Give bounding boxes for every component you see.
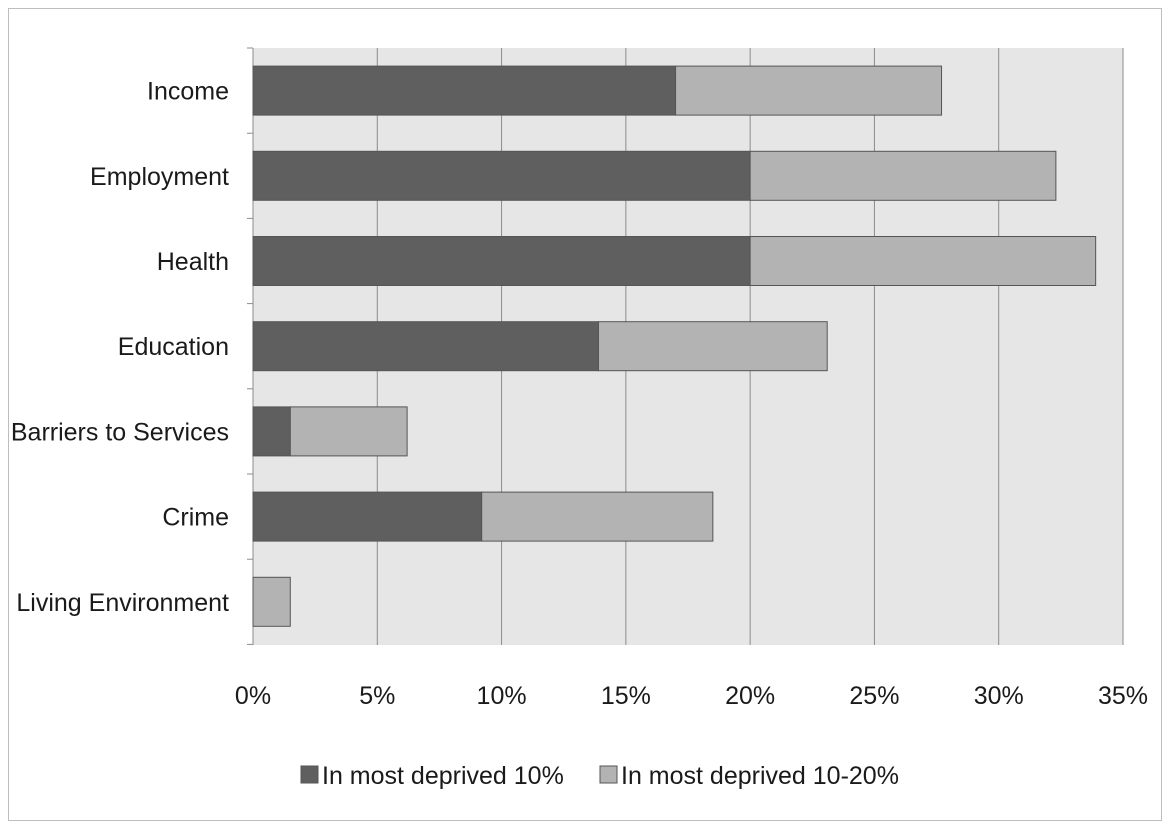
bar-segment-most-deprived-10-20 xyxy=(749,236,1097,286)
bar-segment-most-deprived-10-20 xyxy=(598,321,828,372)
category-label: Education xyxy=(118,333,229,361)
legend-label: In most deprived 10-20% xyxy=(621,762,899,790)
legend-label: In most deprived 10% xyxy=(322,762,564,790)
bar-segment-most-deprived-10 xyxy=(252,65,677,116)
x-tick-label: 0% xyxy=(235,682,271,710)
category-label: Employment xyxy=(90,163,229,191)
x-tick-label: 25% xyxy=(849,682,899,710)
category-label: Crime xyxy=(162,504,229,532)
x-tick-label: 35% xyxy=(1098,682,1148,710)
legend-swatch xyxy=(599,765,618,784)
bar-segment-most-deprived-10 xyxy=(252,321,600,372)
bar-segment-most-deprived-10 xyxy=(252,406,291,457)
x-tick-label: 5% xyxy=(359,682,395,710)
category-label: Living Environment xyxy=(16,589,229,617)
x-tick-label: 30% xyxy=(974,682,1024,710)
category-label: Barriers to Services xyxy=(11,418,229,446)
x-tick-label: 15% xyxy=(601,682,651,710)
bar-segment-most-deprived-10-20 xyxy=(675,65,943,116)
bar-segment-most-deprived-10 xyxy=(252,236,751,286)
bar-segment-most-deprived-10-20 xyxy=(749,150,1057,201)
legend-swatch xyxy=(300,765,319,784)
category-label: Health xyxy=(157,248,229,276)
category-label: Income xyxy=(147,78,229,106)
bar-segment-most-deprived-10-20 xyxy=(252,576,291,627)
bar-segment-most-deprived-10-20 xyxy=(481,491,714,542)
x-tick-label: 20% xyxy=(725,682,775,710)
bar-segment-most-deprived-10 xyxy=(252,491,483,542)
bar-segment-most-deprived-10 xyxy=(252,150,751,201)
bar-segment-most-deprived-10-20 xyxy=(289,406,408,457)
x-tick-label: 10% xyxy=(477,682,527,710)
